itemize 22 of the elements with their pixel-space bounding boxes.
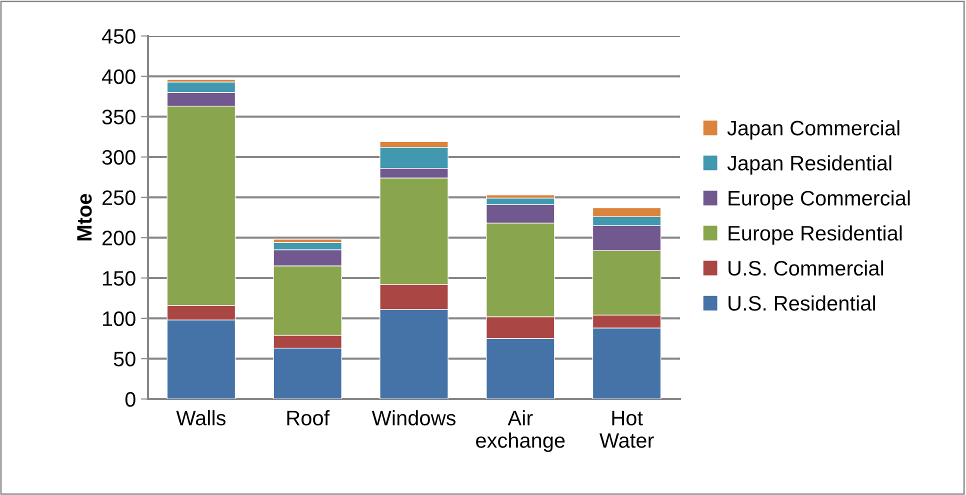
y-tick-label: 200 (102, 230, 136, 246)
y-tick-label: 350 (102, 110, 136, 124)
legend-label: Japan Commercial (727, 120, 900, 140)
legend-label: Europe Residential (728, 225, 902, 245)
x-tick-label: Air exchange (476, 410, 565, 452)
legend-label: Europe Commercial (728, 190, 910, 210)
y-tick-label: 300 (102, 150, 136, 165)
legend-label: U.S. Residential (728, 295, 875, 311)
x-tick-label: Walls (176, 410, 226, 426)
x-tick-label: Windows (372, 410, 456, 426)
y-tick-label: 100 (103, 311, 136, 326)
y-tick-label: 150 (103, 271, 136, 286)
y-axis-title: Mtoe (77, 194, 92, 240)
x-tick-label: Roof (287, 410, 330, 426)
y-tick-label: 250 (102, 190, 136, 206)
legend-label: U.S. Commercial (728, 260, 884, 276)
y-tick-label: 50 (114, 352, 136, 366)
y-tick-label: 450 (102, 29, 136, 44)
y-tick-label: 0 (125, 392, 136, 407)
y-tick-label: 400 (102, 69, 136, 84)
legend-label: Japan Residential (727, 155, 892, 175)
x-tick-label: Hot Water (600, 410, 654, 448)
